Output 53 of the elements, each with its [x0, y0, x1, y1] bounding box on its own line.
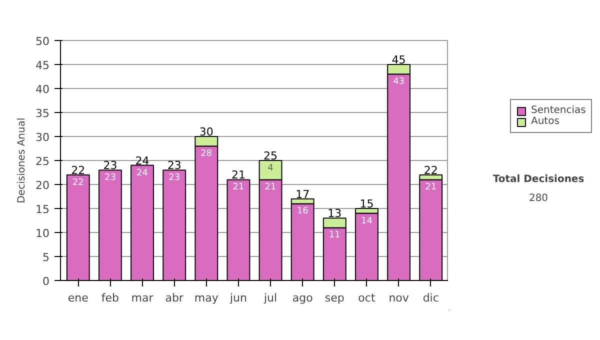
data-label: 22 — [72, 178, 84, 188]
total-label: 22 — [71, 164, 86, 177]
legend-label: Sentencias — [531, 105, 586, 116]
x-tick-label: ago — [292, 292, 314, 304]
x-tick-label: jul — [262, 292, 278, 304]
data-label: 43 — [393, 77, 405, 88]
total-label: 15 — [360, 198, 374, 210]
data-label: 14 — [361, 216, 373, 226]
y-axis-title: Decisiones Anual — [16, 118, 28, 204]
total-label: 13 — [328, 207, 342, 220]
text: 280 — [528, 192, 548, 204]
data-label: 21 — [425, 182, 437, 193]
x-tick-label: may — [194, 292, 219, 304]
y-tick-label: 10 — [36, 227, 50, 240]
total-label: 30 — [199, 126, 214, 138]
y-tick-label: 30 — [36, 131, 50, 144]
y-tick-label: 45 — [36, 59, 50, 72]
total-label: 24 — [135, 154, 150, 168]
total-label: 45 — [392, 54, 406, 66]
data-label: 16 — [296, 206, 309, 217]
y-tick-label: 35 — [36, 107, 50, 120]
total-label: 25 — [264, 150, 278, 162]
x-tick-label: ene — [68, 292, 89, 304]
total-label: 17 — [296, 188, 310, 201]
y-tick-label: 50 — [36, 35, 50, 48]
data-label: 11 — [328, 230, 340, 241]
y-tick-label: 15 — [36, 203, 50, 216]
y-tick-label: 25 — [36, 155, 50, 168]
y-tick-label: 0 — [42, 275, 50, 288]
x-tick-label: jun — [228, 292, 247, 304]
data-label: 4 — [268, 164, 274, 174]
data-label: 23 — [104, 173, 116, 184]
data-label: 23 — [168, 173, 180, 184]
total-label: 21 — [231, 168, 246, 182]
x-tick-label: feb — [101, 292, 120, 304]
legend-label: Autos — [531, 116, 560, 127]
x-tick-label: oct — [358, 292, 376, 304]
x-tick-label: abr — [165, 292, 184, 304]
data-label: 24 — [136, 168, 148, 178]
total-label: 23 — [103, 159, 118, 172]
total-label: 23 — [167, 159, 182, 172]
total-label: 22 — [424, 164, 438, 177]
data-label: 21 — [264, 182, 276, 193]
x-tick-label: sep — [324, 292, 344, 304]
y-tick-label: 20 — [36, 179, 50, 192]
data-label: 21 — [232, 182, 244, 193]
x-tick-label: mar — [131, 292, 154, 304]
x-tick-label: dic — [422, 292, 439, 304]
y-tick-label: 40 — [36, 83, 50, 96]
x-tick-label: nov — [388, 292, 410, 304]
data-label: 28 — [200, 149, 212, 160]
text: Total Decisiones — [492, 174, 584, 186]
y-tick-label: 5 — [42, 251, 50, 264]
